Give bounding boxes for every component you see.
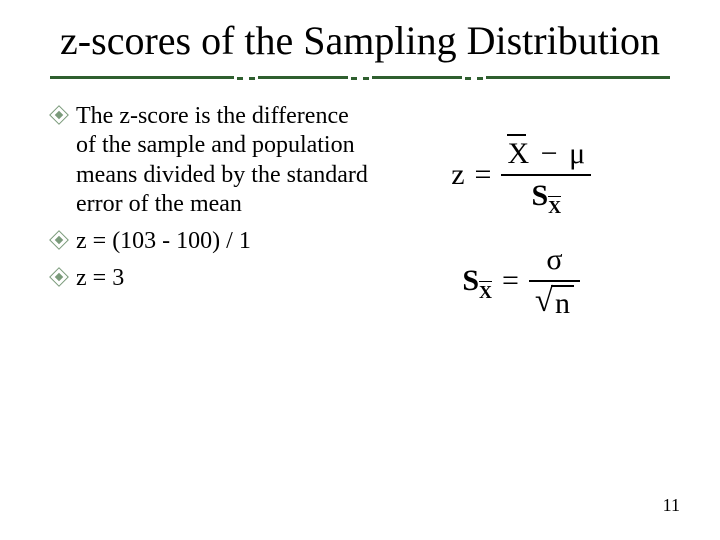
rule-dashes — [50, 71, 670, 81]
denominator: √ n — [529, 284, 580, 320]
sigma: σ — [546, 243, 562, 276]
x-bar-subscript: X — [548, 197, 561, 217]
bullet-list: The z-score is the difference of the sam… — [50, 102, 372, 294]
minus-sign: − — [537, 137, 562, 170]
denominator: SX — [525, 178, 567, 214]
rule-dash — [234, 74, 258, 84]
slide-body: The z-score is the difference of the sam… — [0, 96, 720, 320]
fraction-bar — [501, 174, 591, 176]
formula-z: z = X − μ SX — [451, 136, 591, 214]
slide-title: z-scores of the Sampling Distribution — [0, 0, 720, 68]
square-root: √ n — [535, 285, 574, 320]
s-x-bar-lhs: SX — [462, 264, 492, 298]
formula-se: SX = σ √ n — [462, 242, 580, 320]
bullet-column: The z-score is the difference of the sam… — [50, 96, 372, 320]
fraction: σ √ n — [529, 242, 580, 320]
bullet-item: z = 3 — [50, 264, 372, 293]
bullet-item: z = (103 - 100) / 1 — [50, 227, 372, 256]
fraction-bar — [529, 280, 580, 282]
fraction: X − μ SX — [501, 136, 591, 214]
x-bar: X — [507, 136, 529, 172]
s-x-bar: SX — [531, 178, 561, 214]
mu: μ — [569, 137, 585, 170]
numerator: X − μ — [501, 136, 591, 172]
bullet-item: The z-score is the difference of the sam… — [50, 102, 372, 219]
equals-sign: = — [502, 264, 519, 298]
s-letter: S — [462, 264, 479, 297]
x-bar-subscript: X — [479, 282, 492, 302]
rule-dash — [348, 74, 372, 84]
equals-sign: = — [475, 158, 492, 192]
numerator: σ — [540, 242, 568, 278]
slide-number: 11 — [663, 495, 680, 516]
rule-dash — [462, 74, 486, 84]
slide: z-scores of the Sampling Distribution Th… — [0, 0, 720, 540]
s-letter: S — [531, 179, 548, 212]
title-rule — [50, 68, 670, 86]
x-bar-letter: X — [507, 137, 529, 170]
radicand: n — [551, 285, 574, 320]
z-lhs: z — [451, 158, 464, 192]
formula-column: z = X − μ SX — [372, 96, 670, 320]
